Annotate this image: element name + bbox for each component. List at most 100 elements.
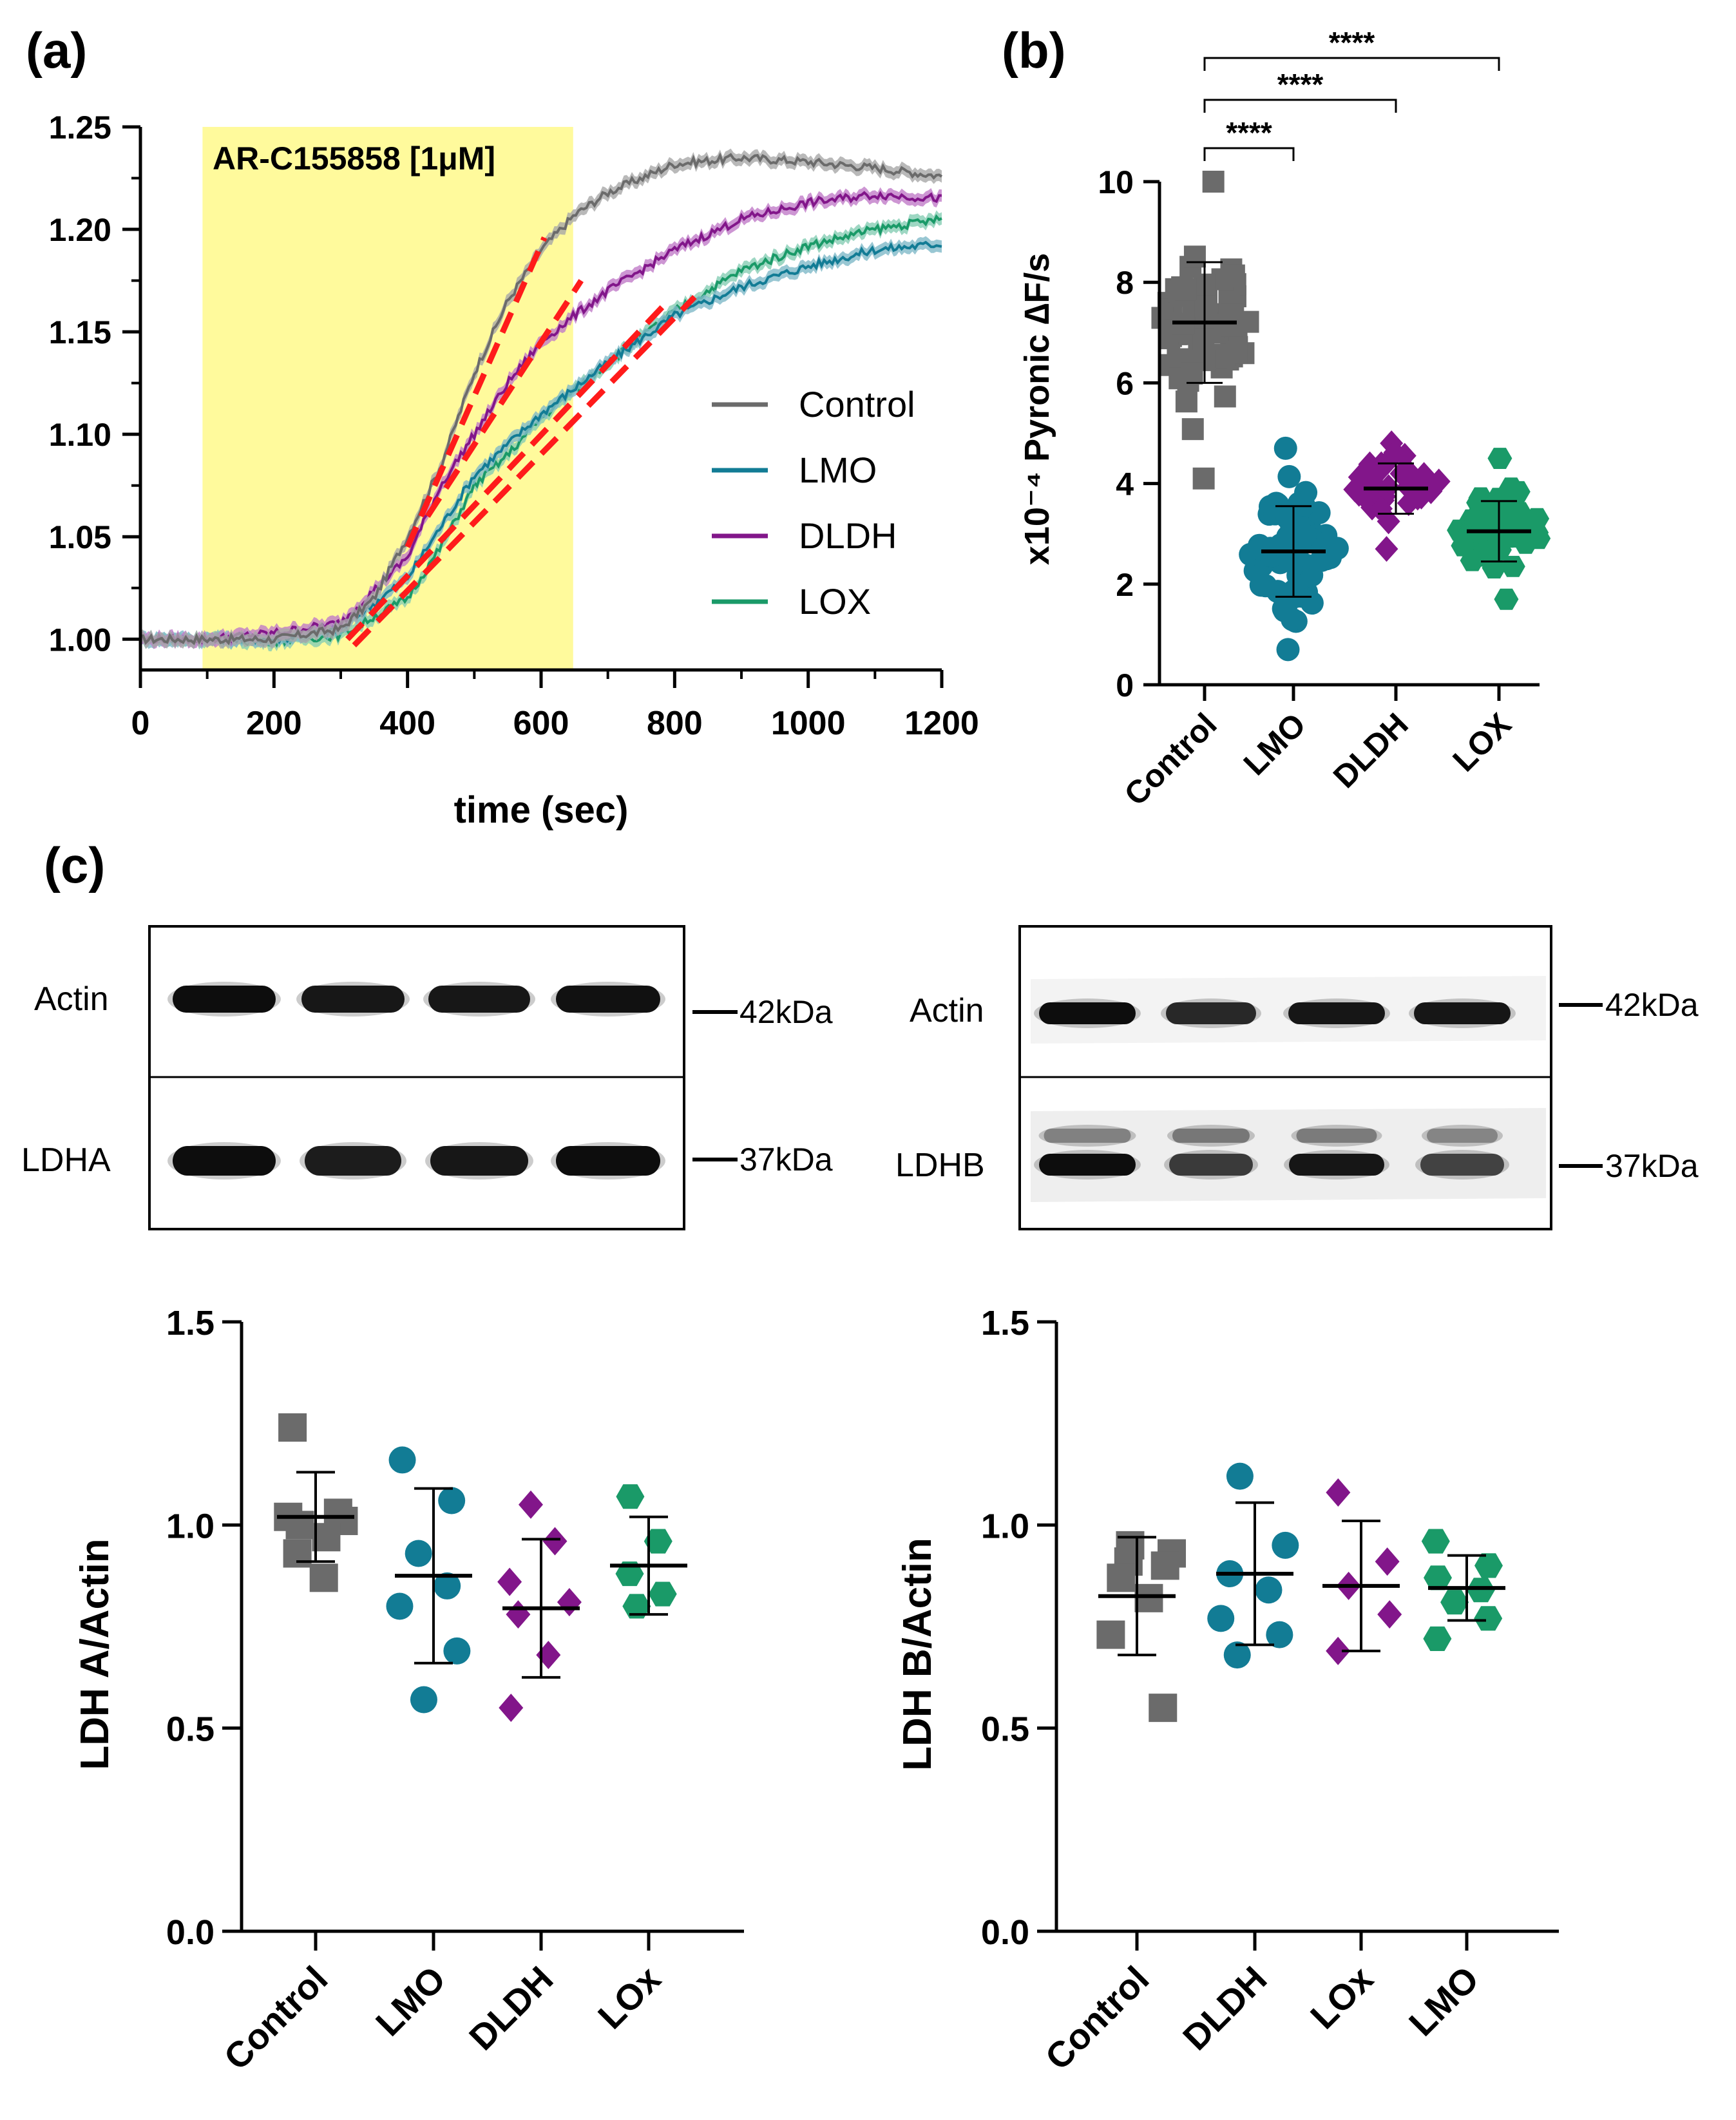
actin-band [1288, 1002, 1385, 1024]
data-point [1375, 536, 1398, 562]
data-point [1487, 448, 1512, 469]
data-point [1460, 549, 1485, 571]
fit-line-4 [352, 294, 697, 647]
data-point [1223, 264, 1245, 287]
scatter-group-control [1096, 1531, 1187, 1723]
ldhb-ratio-chart: 0.0 0.5 1.0 1.5 Control DLDH LOx LMO LDH B/Acti… [895, 1304, 1559, 2077]
significance-bracket-1 [1203, 147, 1295, 161]
ldhb-upper-band [1427, 1129, 1498, 1143]
y-tick-label: 10 [1098, 164, 1134, 200]
panel-b-label: (b) [1002, 22, 1066, 79]
data-point [1424, 1565, 1452, 1590]
actin-band [301, 986, 405, 1013]
y-tick-label: 8 [1116, 265, 1134, 301]
data-point [1149, 1694, 1178, 1723]
x-tick-label-lmo: LMO [1401, 1958, 1487, 2044]
data-point [1225, 341, 1248, 363]
data-point [443, 1637, 471, 1665]
data-point [1272, 1531, 1299, 1559]
data-point [1207, 1605, 1235, 1632]
data-point [1474, 1553, 1503, 1578]
data-point [1107, 1563, 1136, 1592]
ldhb-upper-band [1044, 1129, 1131, 1143]
x-tick-label: 400 [379, 705, 435, 742]
blot-right-background-lower [1031, 1108, 1546, 1202]
blot-left-row-label-ldha: LDHA [21, 1141, 111, 1179]
ldha-band [556, 1146, 660, 1176]
panel-b-y-axis-label: x10⁻⁴ Pyronic ∆F/s [1018, 253, 1056, 565]
data-point [1266, 1621, 1293, 1648]
scatter-group-lox [610, 1484, 687, 1619]
ldhb-upper-band [1172, 1129, 1250, 1143]
significance-label-3: **** [1329, 26, 1375, 59]
ldhb-upper-band-halo [1291, 1125, 1382, 1147]
data-point [1255, 1576, 1283, 1604]
data-point [1393, 443, 1416, 469]
y-tick-label: 1.05 [49, 519, 111, 555]
ldha-band [430, 1146, 528, 1176]
data-point [1310, 548, 1333, 572]
data-point [388, 1446, 416, 1474]
data-point [542, 1527, 568, 1556]
data-point [622, 1594, 651, 1619]
y-tick-label: 1.00 [49, 622, 111, 658]
x-tick-label-lox: LOx [590, 1958, 669, 2037]
data-point [1293, 524, 1317, 548]
scatter-group-dldh [1343, 430, 1451, 562]
data-point [438, 1487, 466, 1514]
y-tick-label: 0.5 [981, 1710, 1029, 1749]
data-point [1281, 607, 1304, 631]
scatter-group-control [274, 1413, 358, 1592]
data-point [1192, 328, 1215, 350]
data-point [1134, 1583, 1163, 1612]
data-point [1377, 1600, 1402, 1629]
scatter-group-lmo [1239, 436, 1349, 662]
ldhb-upper-band-halo [1167, 1125, 1255, 1147]
data-point [1276, 638, 1300, 662]
data-point [434, 1572, 461, 1600]
fit-line-2 [424, 279, 584, 518]
data-point [1175, 390, 1197, 413]
western-blots: Actin LDHA 42kDa 37kDa Actin LDHB 42kDa … [21, 925, 1699, 1230]
data-point [1375, 1547, 1400, 1576]
significance-label-1: **** [1226, 116, 1272, 149]
data-point [1174, 278, 1197, 301]
ldha-band [305, 1146, 401, 1176]
data-point [506, 1600, 531, 1629]
scatter-group-control [1151, 171, 1259, 490]
blot-right-row-label-actin: Actin [910, 992, 984, 1029]
scatter-group-lmo [386, 1446, 472, 1714]
data-point [1273, 436, 1297, 460]
actin-band [1166, 1002, 1256, 1024]
actin-band [556, 986, 660, 1013]
data-point [405, 1540, 432, 1567]
data-point [1221, 314, 1243, 337]
blot-right-marker-37: 37kDa [1605, 1148, 1699, 1184]
data-point [1223, 1641, 1251, 1669]
significance-label-2: **** [1277, 68, 1324, 101]
data-point [1482, 501, 1507, 522]
scatter-group-dldh [1207, 1462, 1299, 1669]
blot-right-row-label-ldhb: LDHB [895, 1147, 985, 1184]
data-point [278, 1413, 307, 1442]
ldhb-band [1420, 1154, 1504, 1176]
fit-line-3 [345, 299, 671, 642]
significance-bracket-2 [1203, 99, 1397, 113]
x-tick-label: 1200 [904, 705, 979, 742]
data-point [1421, 1529, 1450, 1554]
y-tick-label: 1.25 [49, 110, 111, 146]
fit-line-1 [405, 236, 548, 548]
ldhb-band [1169, 1154, 1253, 1176]
actin-band [428, 986, 530, 1013]
data-point [1494, 588, 1519, 610]
x-tick-label: 1000 [771, 705, 846, 742]
panel-a-chart: AR-C155858 [1μM] 1.00 1.05 1.10 1.15 1.20 1.2… [49, 110, 979, 831]
blot-left-marker-42: 42kDa [739, 994, 833, 1030]
y-tick-label: 1.0 [166, 1507, 215, 1545]
data-point [283, 1539, 312, 1568]
data-point [615, 1561, 644, 1587]
y-tick-label: 0.5 [166, 1710, 215, 1749]
x-tick-label-lmo: LMO [368, 1958, 453, 2044]
